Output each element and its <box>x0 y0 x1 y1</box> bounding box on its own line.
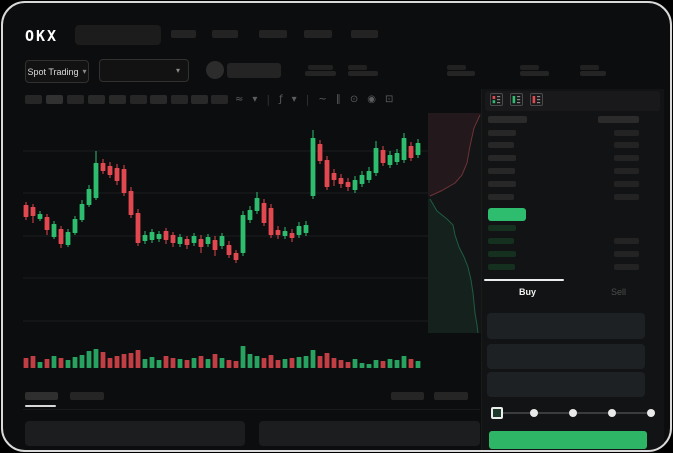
bottom-bar[interactable] <box>434 392 468 400</box>
chart-toolbar: ≈ ▾ | ƒ ▾ | ~ ∥ ⊙ ◉ ⊡ <box>235 93 393 106</box>
settings-icon[interactable]: ◉ <box>367 94 376 105</box>
chevron-down-icon: ▾ <box>175 65 180 75</box>
candlestick-chart[interactable] <box>23 111 481 375</box>
stat-bar <box>447 71 475 76</box>
nav-item[interactable] <box>351 30 378 38</box>
ask-price-bar[interactable] <box>488 155 516 161</box>
fullscreen-icon[interactable]: ⊡ <box>384 94 394 105</box>
ask-amount-bar <box>614 142 639 148</box>
stat-bar <box>305 71 336 76</box>
nav-item[interactable] <box>171 30 196 38</box>
bid-amount-bar <box>614 251 639 257</box>
ask-price-bar[interactable] <box>488 142 514 148</box>
last-price-badge <box>488 208 526 221</box>
orderbook-toolbar <box>485 91 660 111</box>
timeframe-button[interactable] <box>46 95 63 104</box>
order-input-field[interactable] <box>487 313 645 339</box>
order-input-field[interactable] <box>487 344 645 369</box>
ask-price-bar[interactable] <box>488 181 516 187</box>
coin-avatar <box>206 61 224 79</box>
bid-price-bar[interactable] <box>488 264 515 270</box>
camera-icon[interactable]: ⊙ <box>349 94 359 105</box>
ask-amount-bar <box>614 194 639 200</box>
timeframe-button[interactable] <box>109 95 126 104</box>
ask-price-bar[interactable] <box>488 194 514 200</box>
slider-stop[interactable] <box>569 409 577 417</box>
bid-amount-bar <box>614 264 639 270</box>
stat-bar <box>447 65 466 70</box>
tab-sell[interactable]: Sell <box>610 287 626 297</box>
bid-price-bar[interactable] <box>488 225 516 231</box>
caret-down-icon[interactable]: ▾ <box>252 94 258 105</box>
ask-amount-bar <box>614 130 639 136</box>
stat-bar <box>348 65 367 70</box>
orderbook-header-bar <box>488 116 527 123</box>
slider-stop[interactable] <box>530 409 538 417</box>
ask-price-bar[interactable] <box>488 130 516 136</box>
indicator-wave-icon[interactable]: ≈ <box>235 94 244 105</box>
tab-buy[interactable]: Buy <box>518 287 536 297</box>
timeframe-button[interactable] <box>211 95 228 104</box>
stat-bar <box>520 71 549 76</box>
orderbook-split-view-icon[interactable] <box>490 93 503 106</box>
timeframe-button[interactable] <box>130 95 147 104</box>
orderbook-header-bar <box>598 116 639 123</box>
orderbook-asks-view-icon[interactable] <box>530 93 543 106</box>
pair-selector-dropdown[interactable]: ▾ <box>99 59 189 82</box>
ask-price-bar[interactable] <box>488 168 515 174</box>
stat-bar <box>580 71 606 76</box>
timeframe-button[interactable] <box>150 95 167 104</box>
slider-handle[interactable] <box>491 407 503 419</box>
bid-price-bar[interactable] <box>488 251 516 257</box>
nav-item[interactable] <box>259 30 287 38</box>
search-box[interactable] <box>75 25 161 45</box>
bid-price-bar[interactable] <box>488 238 514 244</box>
buy-submit-button[interactable] <box>489 431 647 449</box>
fx-indicator-icon[interactable]: ƒ <box>279 94 283 105</box>
bottom-bar[interactable] <box>391 392 424 400</box>
trendline-icon[interactable]: ~ <box>318 94 327 105</box>
bottom-divider <box>23 409 480 410</box>
slider-stop[interactable] <box>647 409 655 417</box>
timeframe-button[interactable] <box>88 95 105 104</box>
okx-logo[interactable]: OKX <box>25 27 59 45</box>
divider: | <box>266 93 271 106</box>
slider-stop[interactable] <box>608 409 616 417</box>
ask-amount-bar <box>614 168 639 174</box>
stat-bar <box>580 65 599 70</box>
ask-amount-bar <box>614 155 639 161</box>
order-input-field[interactable] <box>487 372 645 397</box>
order-panel: Buy Sell <box>481 89 664 450</box>
timeframe-button[interactable] <box>191 95 208 104</box>
market-type-label: Spot Trading <box>27 66 79 77</box>
ask-amount-bar <box>614 181 639 187</box>
parallel-lines-icon[interactable]: ∥ <box>335 94 341 105</box>
timeframe-button[interactable] <box>67 95 84 104</box>
bottom-panel[interactable] <box>259 421 480 446</box>
stat-bar <box>308 65 333 70</box>
bottom-panel[interactable] <box>25 421 245 446</box>
market-type-dropdown[interactable]: Spot Trading ▾ <box>25 60 89 83</box>
pair-name-bar <box>227 63 281 78</box>
bottom-tab[interactable] <box>70 392 104 400</box>
bottom-tab-active[interactable] <box>25 392 58 400</box>
stat-bar <box>348 71 378 76</box>
tab-underline <box>25 405 56 407</box>
divider: | <box>305 93 310 106</box>
tab-indicator <box>484 279 564 281</box>
timeframe-button[interactable] <box>25 95 42 104</box>
stat-bar <box>520 65 539 70</box>
nav-item[interactable] <box>212 30 238 38</box>
caret-down-icon[interactable]: ▾ <box>291 94 297 105</box>
nav-item[interactable] <box>304 30 332 38</box>
timeframe-button[interactable] <box>171 95 188 104</box>
bid-amount-bar <box>614 238 639 244</box>
orderbook-bids-view-icon[interactable] <box>510 93 523 106</box>
chevron-down-icon: ▾ <box>82 66 87 76</box>
order-tabs: Buy Sell <box>482 281 664 303</box>
